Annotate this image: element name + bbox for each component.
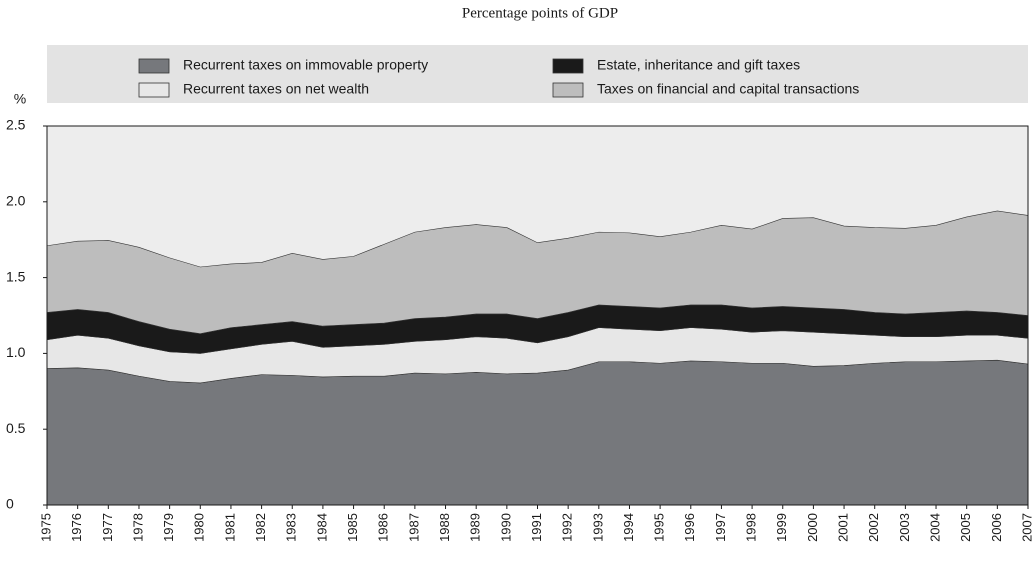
- x-tick-label: 1986: [376, 513, 391, 542]
- legend-label: Taxes on financial and capital transacti…: [597, 81, 859, 97]
- x-tick-label: 1992: [560, 513, 575, 542]
- chart-subtitle: Percentage points of GDP: [462, 5, 618, 21]
- x-tick-label: 1991: [529, 513, 544, 542]
- x-tick-label: 1994: [621, 513, 636, 542]
- x-tick-label: 1982: [253, 513, 268, 542]
- x-tick-label: 1996: [682, 513, 697, 542]
- x-tick-label: 1999: [774, 513, 789, 542]
- x-tick-label: 1989: [468, 513, 483, 542]
- x-tick-label: 1977: [100, 513, 115, 542]
- legend-swatch: [138, 82, 170, 98]
- y-tick-label: 0: [6, 496, 14, 512]
- x-tick-label: 1987: [406, 513, 421, 542]
- y-tick-label: 1.0: [6, 344, 26, 360]
- x-tick-label: 2000: [805, 513, 820, 542]
- x-tick-label: 2005: [958, 513, 973, 542]
- x-tick-label: 1980: [192, 513, 207, 542]
- x-tick-label: 1990: [498, 513, 513, 542]
- x-tick-label: 2004: [927, 513, 942, 542]
- x-tick-label: 1979: [161, 513, 176, 542]
- x-tick-label: 2007: [1019, 513, 1034, 542]
- legend-label: Recurrent taxes on immovable property: [183, 57, 428, 73]
- x-tick-label: 1978: [130, 513, 145, 542]
- y-tick-label: 1.5: [6, 268, 26, 284]
- x-tick-label: 1981: [222, 513, 237, 542]
- x-tick-label: 1993: [590, 513, 605, 542]
- legend-swatch: [138, 58, 170, 74]
- y-tick-label: 2.5: [6, 117, 26, 133]
- legend-swatch: [552, 58, 584, 74]
- x-tick-label: 2002: [866, 513, 881, 542]
- legend-label: Estate, inheritance and gift taxes: [597, 57, 800, 73]
- x-tick-label: 1995: [652, 513, 667, 542]
- x-tick-label: 1998: [744, 513, 759, 542]
- legend-label: Recurrent taxes on net wealth: [183, 81, 369, 97]
- x-tick-label: 1975: [38, 513, 53, 542]
- x-tick-label: 1988: [437, 513, 452, 542]
- y-tick-label: 2.0: [6, 193, 26, 209]
- x-tick-label: 2001: [836, 513, 851, 542]
- x-tick-label: 1984: [314, 513, 329, 542]
- legend-swatch: [552, 82, 584, 98]
- x-tick-label: 1976: [69, 513, 84, 542]
- x-tick-label: 1983: [284, 513, 299, 542]
- legend-band: [47, 45, 1028, 103]
- x-tick-label: 1997: [713, 513, 728, 542]
- x-tick-label: 1985: [345, 513, 360, 542]
- y-axis-label: %: [14, 91, 26, 107]
- x-tick-label: 2006: [989, 513, 1004, 542]
- y-tick-label: 0.5: [6, 420, 26, 436]
- x-tick-label: 2003: [897, 513, 912, 542]
